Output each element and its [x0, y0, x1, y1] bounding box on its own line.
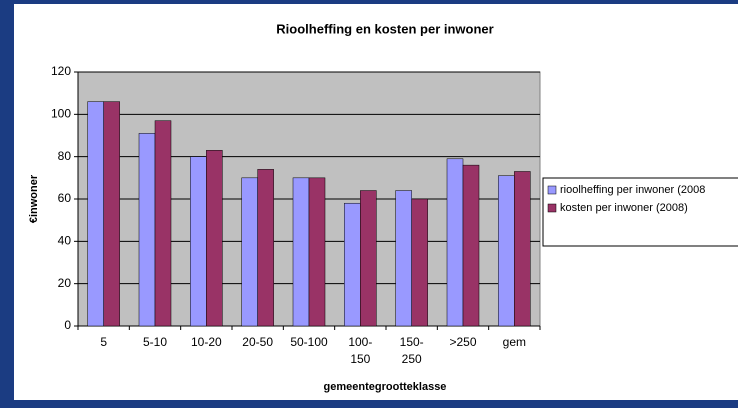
x-tick-label: 5-10: [142, 335, 168, 349]
y-tick-label: 120: [51, 64, 71, 78]
bar: [344, 202, 361, 327]
x-tick-label: 100- 150: [348, 335, 373, 366]
y-tick-label: 80: [58, 149, 72, 163]
bar: [514, 171, 531, 327]
bar: [241, 177, 258, 327]
bar: [103, 101, 120, 327]
bar: [190, 156, 207, 327]
x-tick-label: gem: [502, 335, 526, 349]
legend-label: rioolheffing per inwoner (2008: [560, 184, 705, 196]
bar: [154, 120, 172, 327]
bar: [395, 190, 412, 327]
y-tick-label: 60: [58, 191, 72, 205]
bar: [446, 158, 464, 327]
x-tick-label: 10-20: [190, 335, 222, 349]
y-tick-label: 0: [64, 318, 71, 332]
x-tick-label: 150- 250: [399, 335, 424, 366]
y-tick-label: 40: [58, 234, 72, 248]
bar: [292, 177, 310, 327]
y-tick-label: 20: [58, 276, 72, 290]
bar: [411, 198, 428, 327]
legend-swatch: [547, 185, 557, 195]
bar: [308, 177, 326, 327]
legend-label: kosten per inwoner (2008): [560, 202, 688, 214]
bar: [360, 190, 377, 327]
x-tick-label: 20-50: [242, 335, 273, 349]
x-axis-label: gemeentegrootteklasse: [324, 381, 447, 393]
x-tick-label: 5: [100, 335, 107, 349]
legend-box: [542, 177, 738, 247]
x-tick-label: >250: [449, 335, 477, 349]
bar: [206, 150, 223, 327]
bar: [257, 169, 274, 327]
bar: [87, 101, 104, 327]
y-tick-label: 100: [51, 107, 71, 121]
chart-title: Rioolheffing en kosten per inwoner: [276, 21, 493, 36]
x-tick-label: 50-100: [290, 335, 328, 349]
y-axis-label: €inwoner: [28, 174, 40, 223]
bar: [138, 133, 156, 327]
legend-swatch: [547, 203, 557, 213]
bar: [462, 164, 480, 327]
bar: [498, 175, 515, 327]
